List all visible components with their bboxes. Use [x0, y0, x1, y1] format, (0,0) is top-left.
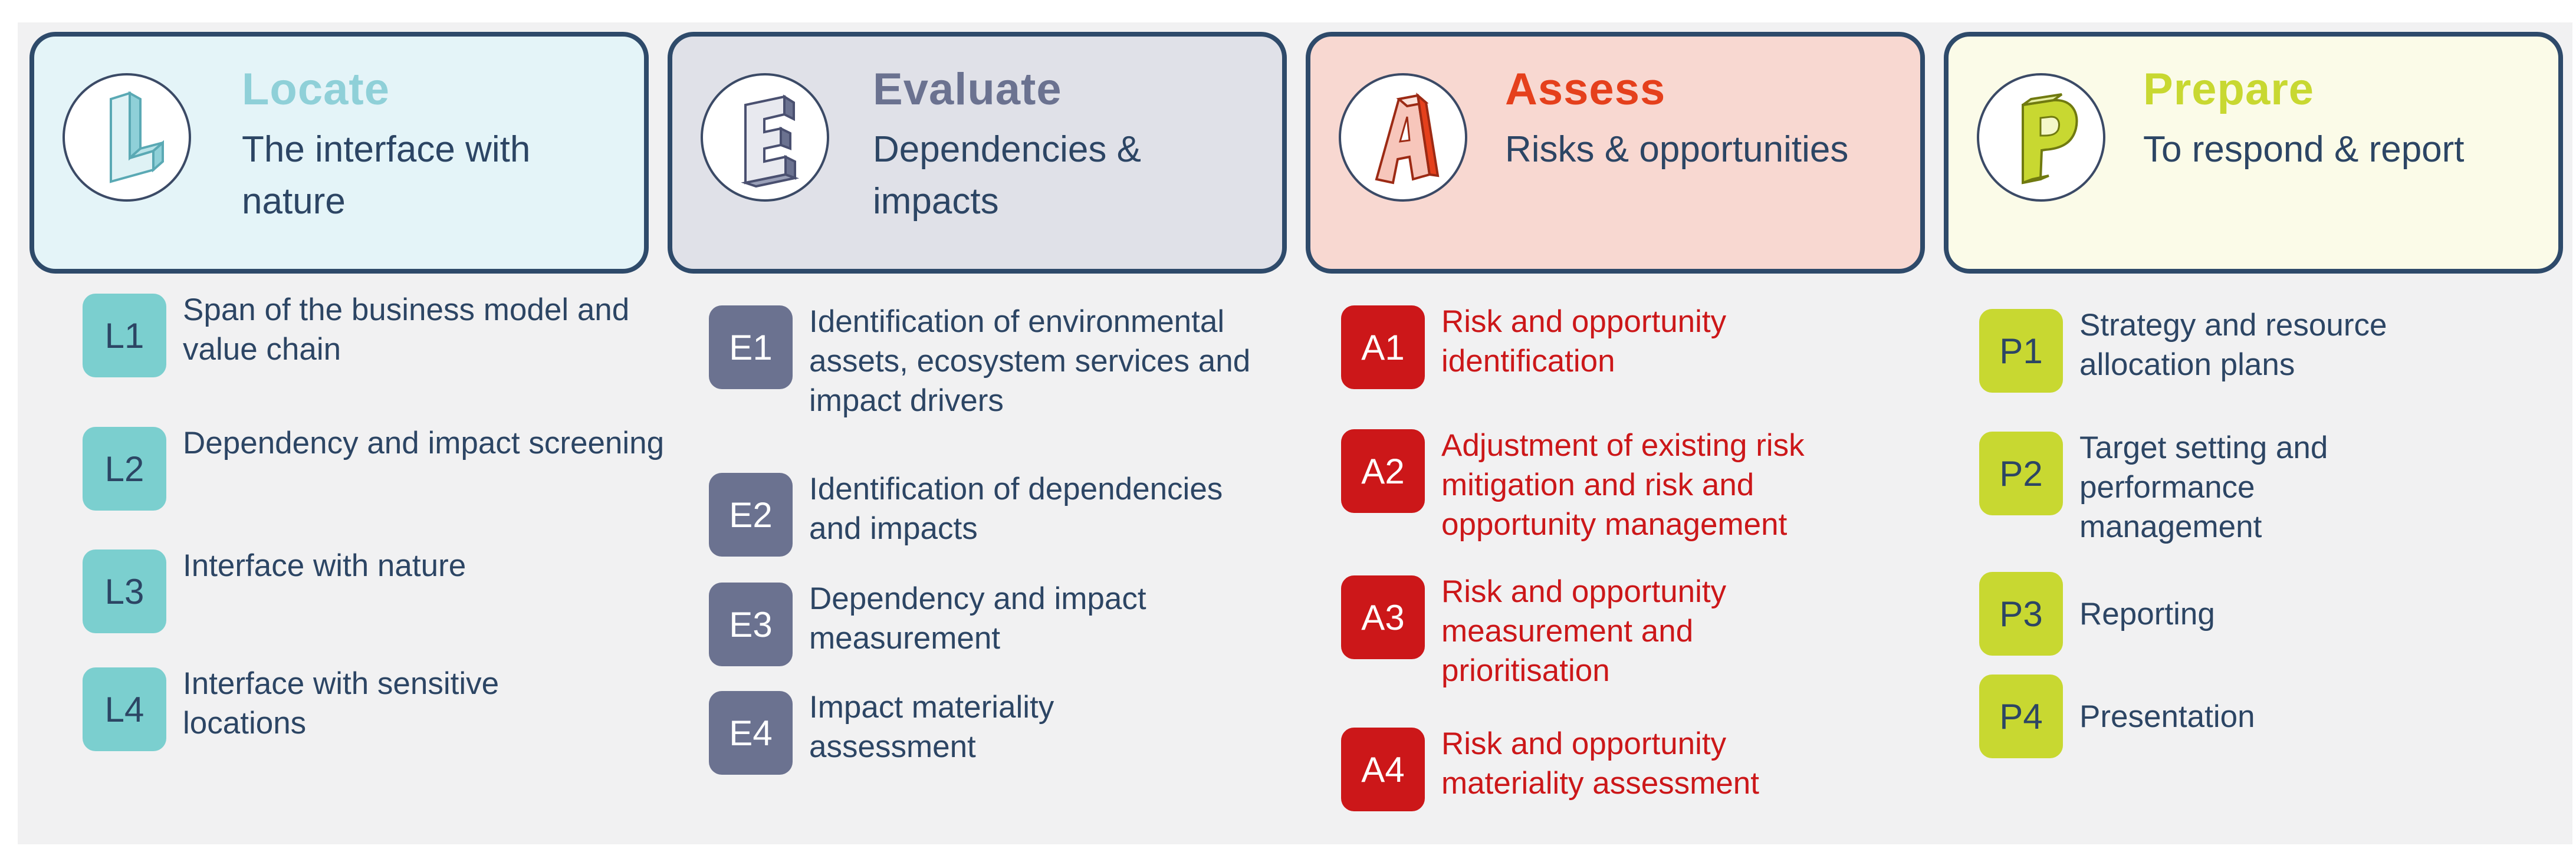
- step-badge: P1: [1979, 309, 2063, 393]
- step-badge: E4: [709, 691, 793, 775]
- step-badge: L1: [83, 294, 166, 377]
- letter-e-logo-icon: [701, 73, 829, 202]
- step-text: Identification of dependencies and impac…: [809, 472, 1223, 546]
- phase-subtitle: The interface with nature: [242, 129, 531, 222]
- letter-a-logo-icon: [1339, 73, 1467, 202]
- step-text: Risk and opportunity measurement and pri…: [1441, 574, 1727, 688]
- step-text: Span of the business model and value cha…: [183, 292, 630, 367]
- step-text: Impact materiality assessment: [809, 690, 1054, 764]
- step-text: Interface with sensitive locations: [183, 666, 500, 741]
- phase-subtitle: Dependencies & impacts: [873, 129, 1141, 222]
- step-text: Dependency and impact screening: [183, 426, 665, 460]
- phase-title: Evaluate: [873, 64, 1062, 114]
- phase-subtitle: Risks & opportunities: [1505, 129, 1849, 170]
- step-badge: A2: [1341, 429, 1425, 513]
- step-badge: L4: [83, 667, 166, 751]
- phase-title: Assess: [1505, 64, 1666, 114]
- letter-p-logo-icon: [1977, 73, 2105, 202]
- step-text: Strategy and resource allocation plans: [2079, 308, 2387, 382]
- step-badge: A3: [1341, 575, 1425, 659]
- step-badge: A1: [1341, 305, 1425, 389]
- step-text: Target setting and performance managemen…: [2079, 430, 2328, 544]
- step-badge: A4: [1341, 728, 1425, 811]
- step-badge: E2: [709, 473, 793, 557]
- step-text: Interface with nature: [183, 548, 466, 583]
- step-badge: E1: [709, 305, 793, 389]
- phase-header-prepare: Prepare To respond & report: [1944, 32, 2563, 274]
- phase-header-locate: Locate The interface with nature: [29, 32, 649, 274]
- leap-diagram: Locate The interface with nature L1 Span…: [18, 22, 2572, 844]
- phase-header-evaluate: Evaluate Dependencies & impacts: [668, 32, 1287, 274]
- step-badge: P4: [1979, 675, 2063, 758]
- step-text: Identification of environmental assets, …: [809, 304, 1251, 418]
- letter-l-logo-icon: [63, 73, 191, 202]
- phase-title: Prepare: [2143, 64, 2315, 114]
- step-text: Adjustment of existing risk mitigation a…: [1441, 428, 1805, 542]
- step-badge: E3: [709, 583, 793, 666]
- phase-header-assess: Assess Risks & opportunities: [1306, 32, 1925, 274]
- step-badge: L3: [83, 550, 166, 633]
- step-text: Risk and opportunity materiality assessm…: [1441, 726, 1760, 801]
- step-badge: L2: [83, 427, 166, 511]
- step-text: Presentation: [2079, 699, 2255, 734]
- phase-title: Locate: [242, 64, 390, 114]
- step-badge: P3: [1979, 572, 2063, 656]
- step-text: Dependency and impact measurement: [809, 581, 1146, 656]
- phase-subtitle: To respond & report: [2143, 129, 2465, 170]
- step-badge: P2: [1979, 432, 2063, 515]
- step-text: Reporting: [2079, 597, 2215, 631]
- step-text: Risk and opportunity identification: [1441, 304, 1727, 379]
